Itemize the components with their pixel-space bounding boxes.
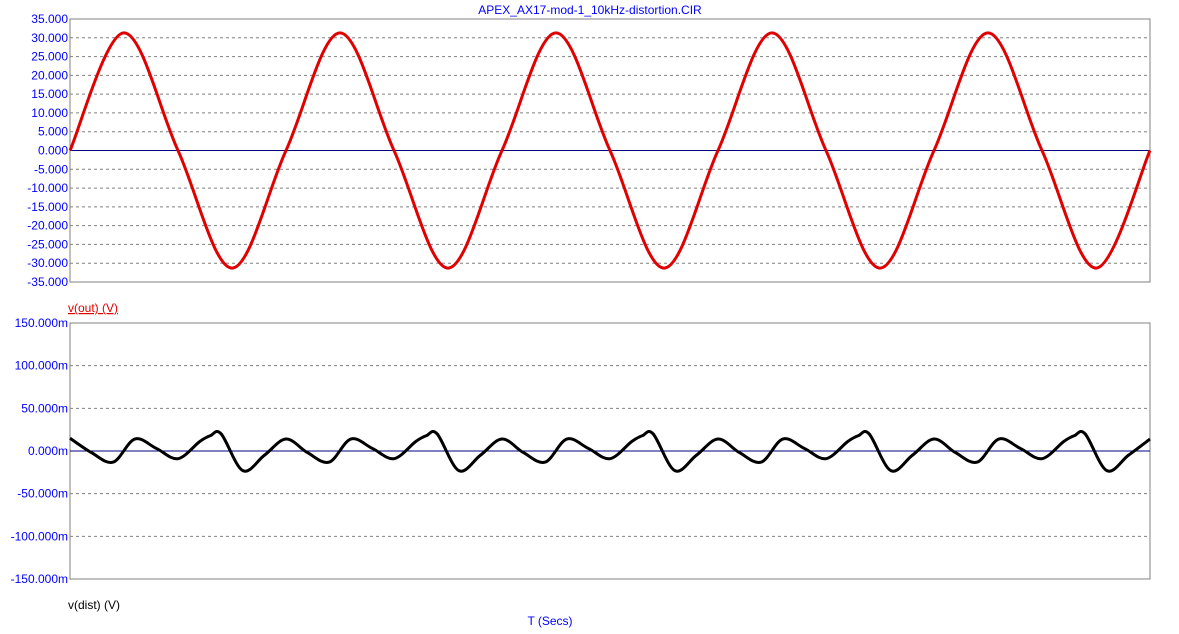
y-tick-label: -100.000m (11, 529, 68, 543)
y-tick-label: -15.000 (27, 200, 68, 214)
y-tick-label: 30.000 (31, 31, 68, 45)
y-tick-label: 100.000m (15, 359, 68, 373)
y-tick-label: 50.000m (21, 401, 68, 415)
out-trace (68, 31, 1152, 270)
y-tick-label: -10.000 (27, 181, 68, 195)
y-tick-label: 10.000 (31, 106, 68, 120)
y-tick-label: 0.000 (38, 144, 68, 158)
out-voltage-panel: 1.700m1.750m1.775m1.800m1.825m1.850m1.87… (27, 12, 1152, 315)
y-tick-label: -50.000m (17, 487, 68, 501)
time-axis-label: T (Secs) (527, 614, 572, 628)
dist-trace (69, 430, 1151, 473)
y-tick-label: 20.000 (31, 68, 68, 82)
y-tick-label: -150.000m (11, 572, 68, 586)
y-tick-label: 150.000m (15, 316, 68, 330)
y-tick-label: -5.000 (34, 162, 68, 176)
y-tick-label: 0.000m (28, 444, 68, 458)
y-tick-label: 15.000 (31, 87, 68, 101)
dist-voltage-panel: 1.700m1.750m1.775m1.800m1.825m1.850m1.87… (11, 316, 1151, 612)
y-tick-label: -25.000 (27, 237, 68, 251)
y-tick-label: 25.000 (31, 50, 68, 64)
y-tick-label: -30.000 (27, 256, 68, 270)
y-tick-label: 35.000 (31, 12, 68, 26)
y-tick-label: -20.000 (27, 219, 68, 233)
y-tick-label: -35.000 (27, 275, 68, 289)
y-tick-label: 5.000 (38, 125, 68, 139)
out-series-label: v(out) (V) (68, 301, 118, 315)
plot-title: APEX_AX17-mod-1_10kHz-distortion.CIR (478, 3, 702, 17)
dist-series-label: v(dist) (V) (68, 598, 120, 612)
